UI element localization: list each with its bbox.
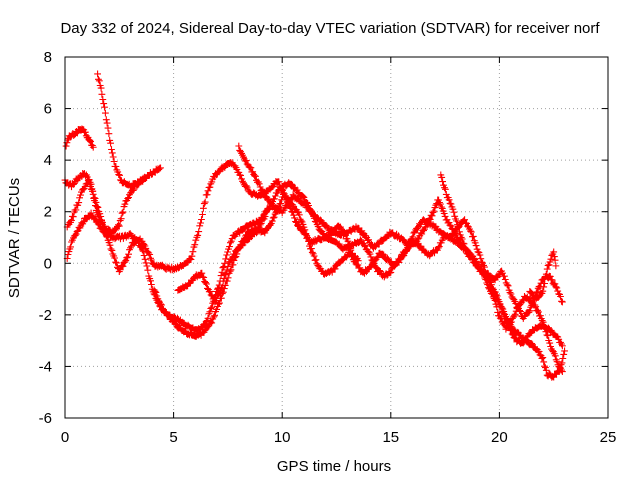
data-point-markers bbox=[526, 248, 560, 302]
series-trace-1 bbox=[62, 125, 97, 151]
data-point-markers bbox=[94, 70, 164, 191]
data-point-markers bbox=[62, 125, 97, 151]
y-tick-label: -4 bbox=[39, 358, 52, 375]
x-tick-labels: 0 5 10 15 20 25 bbox=[61, 429, 617, 446]
series-trace-9 bbox=[437, 171, 568, 381]
y-axis-label: SDTVAR / TECUs bbox=[6, 178, 23, 298]
x-tick-label: 15 bbox=[382, 429, 399, 446]
y-tick-label: 6 bbox=[44, 101, 52, 118]
x-tick-label: 0 bbox=[61, 429, 69, 446]
x-axis-label: GPS time / hours bbox=[277, 458, 391, 475]
data-point-markers bbox=[63, 200, 275, 334]
y-tick-label: 2 bbox=[44, 204, 52, 221]
series-trace-10 bbox=[526, 248, 560, 302]
y-tick-label: 0 bbox=[44, 255, 52, 272]
x-tick-label: 20 bbox=[491, 429, 508, 446]
data-series bbox=[61, 70, 568, 381]
series-trace-7 bbox=[174, 179, 566, 375]
plot-frame bbox=[64, 56, 609, 419]
y-tick-label: -2 bbox=[39, 307, 52, 324]
axis-ticks bbox=[64, 56, 609, 419]
chart-title: Day 332 of 2024, Sidereal Day-to-day VTE… bbox=[60, 20, 600, 37]
y-tick-label: 4 bbox=[44, 152, 52, 169]
series-trace-2 bbox=[94, 70, 164, 191]
data-point-markers bbox=[174, 179, 566, 375]
grid-lines bbox=[65, 57, 608, 418]
y-tick-label: -6 bbox=[39, 410, 52, 427]
series-trace-5 bbox=[63, 200, 275, 334]
series-trace-8 bbox=[235, 142, 566, 322]
data-point-markers bbox=[235, 142, 566, 322]
x-tick-label: 10 bbox=[274, 429, 291, 446]
x-tick-label: 5 bbox=[169, 429, 177, 446]
data-point-markers bbox=[437, 171, 568, 381]
y-tick-labels: -6 -4 -2 0 2 4 6 8 bbox=[39, 49, 52, 427]
x-tick-label: 25 bbox=[600, 429, 617, 446]
y-tick-label: 8 bbox=[44, 49, 52, 66]
